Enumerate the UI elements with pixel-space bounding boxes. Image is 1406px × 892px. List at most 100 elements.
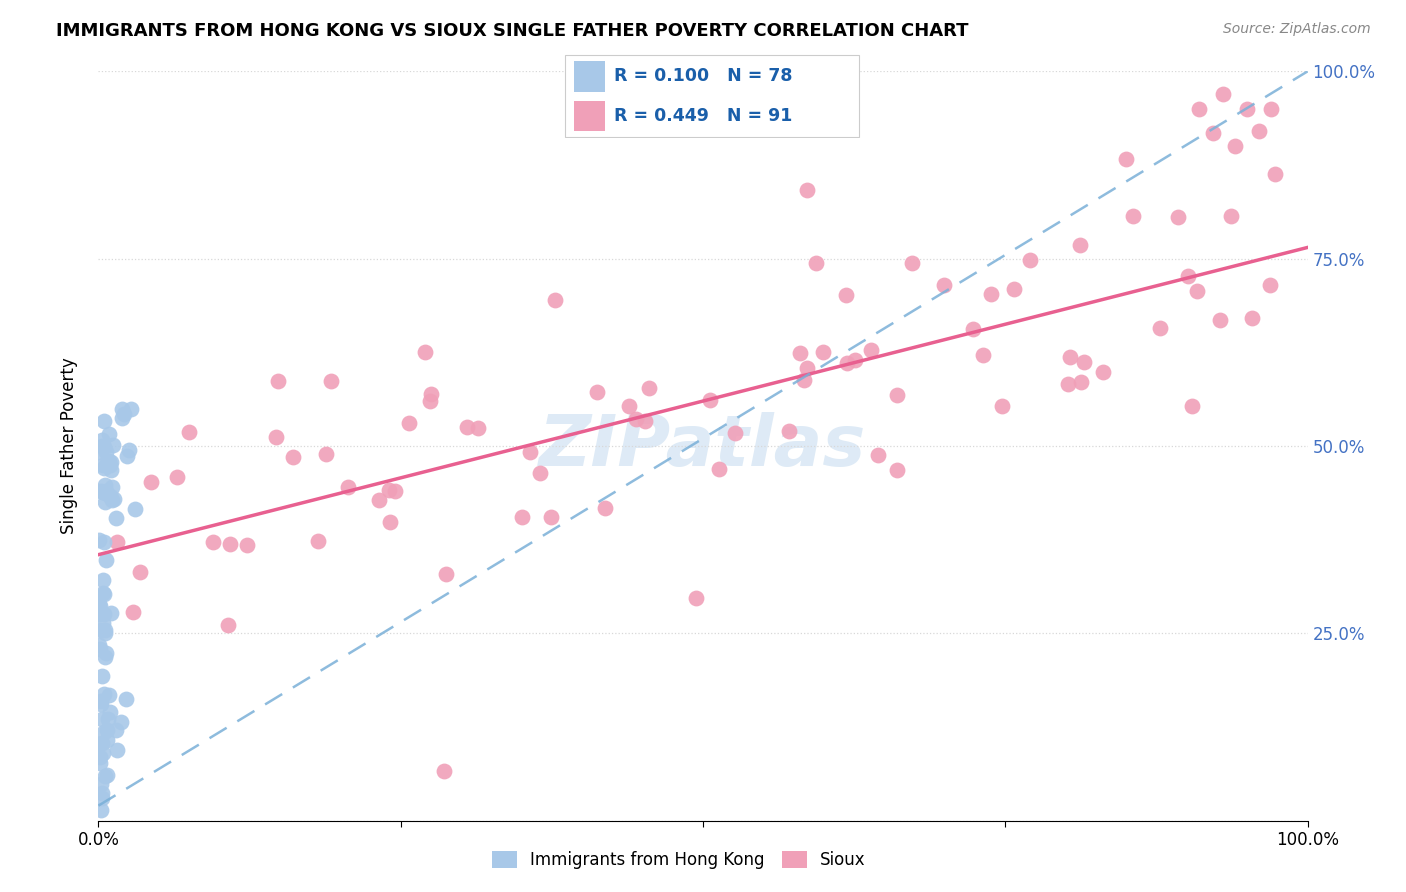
Point bbox=[844, 352, 866, 367]
Point bbox=[1219, 209, 1241, 223]
Point bbox=[638, 381, 661, 395]
Point bbox=[1002, 282, 1025, 296]
Point bbox=[101, 480, 124, 494]
Point bbox=[100, 489, 122, 503]
Point bbox=[1188, 102, 1211, 116]
Point bbox=[141, 475, 163, 490]
Point bbox=[707, 462, 730, 476]
Point bbox=[93, 494, 115, 508]
Point bbox=[634, 414, 657, 428]
Point bbox=[90, 712, 112, 726]
Point bbox=[990, 400, 1012, 414]
Point bbox=[90, 786, 112, 800]
Point bbox=[434, 566, 457, 581]
Point bbox=[93, 725, 115, 739]
Point bbox=[91, 439, 114, 453]
Point bbox=[90, 777, 112, 791]
Point bbox=[105, 535, 128, 549]
Point bbox=[932, 277, 955, 292]
Point bbox=[93, 414, 115, 428]
Point bbox=[115, 691, 138, 706]
Point bbox=[617, 399, 640, 413]
Point bbox=[398, 416, 420, 430]
Text: R = 0.449   N = 91: R = 0.449 N = 91 bbox=[614, 107, 792, 125]
Point bbox=[120, 401, 142, 416]
Point bbox=[93, 587, 115, 601]
Point bbox=[105, 742, 128, 756]
Point bbox=[378, 483, 401, 497]
Point bbox=[1181, 399, 1204, 413]
Point bbox=[97, 712, 120, 726]
Point bbox=[626, 412, 648, 426]
Point bbox=[868, 448, 890, 462]
Point bbox=[1115, 152, 1137, 166]
Point bbox=[980, 287, 1002, 301]
Legend: Immigrants from Hong Kong, Sioux: Immigrants from Hong Kong, Sioux bbox=[485, 845, 872, 876]
Point bbox=[1073, 355, 1095, 369]
Point bbox=[91, 484, 114, 499]
Point bbox=[432, 764, 454, 778]
Point bbox=[1177, 269, 1199, 284]
Point bbox=[886, 388, 908, 402]
Point bbox=[100, 454, 122, 468]
Text: Source: ZipAtlas.com: Source: ZipAtlas.com bbox=[1223, 22, 1371, 37]
Point bbox=[378, 515, 401, 529]
Point bbox=[111, 410, 134, 425]
Point bbox=[512, 510, 534, 524]
Point bbox=[91, 669, 114, 683]
Point bbox=[91, 573, 114, 587]
Point bbox=[1167, 210, 1189, 224]
Point bbox=[529, 466, 551, 480]
Point bbox=[456, 420, 478, 434]
Point bbox=[962, 322, 984, 336]
Point bbox=[89, 641, 111, 656]
Point bbox=[129, 565, 152, 579]
Point bbox=[91, 791, 114, 805]
Point bbox=[1264, 167, 1286, 181]
Point bbox=[90, 694, 112, 708]
Point bbox=[89, 756, 111, 770]
Point bbox=[91, 736, 114, 750]
Point bbox=[1241, 311, 1264, 326]
Point bbox=[121, 606, 143, 620]
Point bbox=[367, 493, 389, 508]
Point bbox=[93, 460, 115, 475]
Point bbox=[217, 617, 239, 632]
Point bbox=[901, 256, 924, 270]
Point bbox=[544, 293, 567, 307]
Point bbox=[97, 688, 120, 702]
Point bbox=[593, 501, 616, 516]
Point bbox=[419, 394, 441, 409]
Point bbox=[235, 538, 257, 552]
Point bbox=[117, 442, 139, 457]
Point bbox=[1069, 237, 1091, 252]
Point bbox=[1202, 126, 1225, 140]
Point bbox=[264, 430, 287, 444]
Point bbox=[91, 747, 114, 761]
Point bbox=[90, 698, 112, 712]
Point bbox=[91, 433, 114, 447]
Point bbox=[166, 470, 188, 484]
Point bbox=[94, 458, 117, 472]
FancyBboxPatch shape bbox=[565, 55, 859, 136]
Point bbox=[91, 586, 114, 600]
Point bbox=[972, 348, 994, 362]
Point bbox=[1236, 102, 1258, 116]
Point bbox=[1059, 350, 1081, 364]
Point bbox=[835, 356, 858, 370]
Point bbox=[1185, 284, 1208, 298]
Point bbox=[87, 533, 110, 548]
Point bbox=[98, 458, 121, 472]
Point bbox=[103, 492, 125, 507]
Point bbox=[1122, 209, 1144, 223]
Point bbox=[177, 425, 200, 439]
Point bbox=[93, 769, 115, 783]
Point bbox=[796, 360, 818, 375]
Point bbox=[789, 346, 811, 360]
Point bbox=[98, 454, 121, 468]
Point bbox=[112, 407, 135, 421]
Point bbox=[413, 345, 436, 359]
Point bbox=[699, 393, 721, 408]
Text: R = 0.100   N = 78: R = 0.100 N = 78 bbox=[614, 68, 793, 86]
Point bbox=[796, 183, 818, 197]
